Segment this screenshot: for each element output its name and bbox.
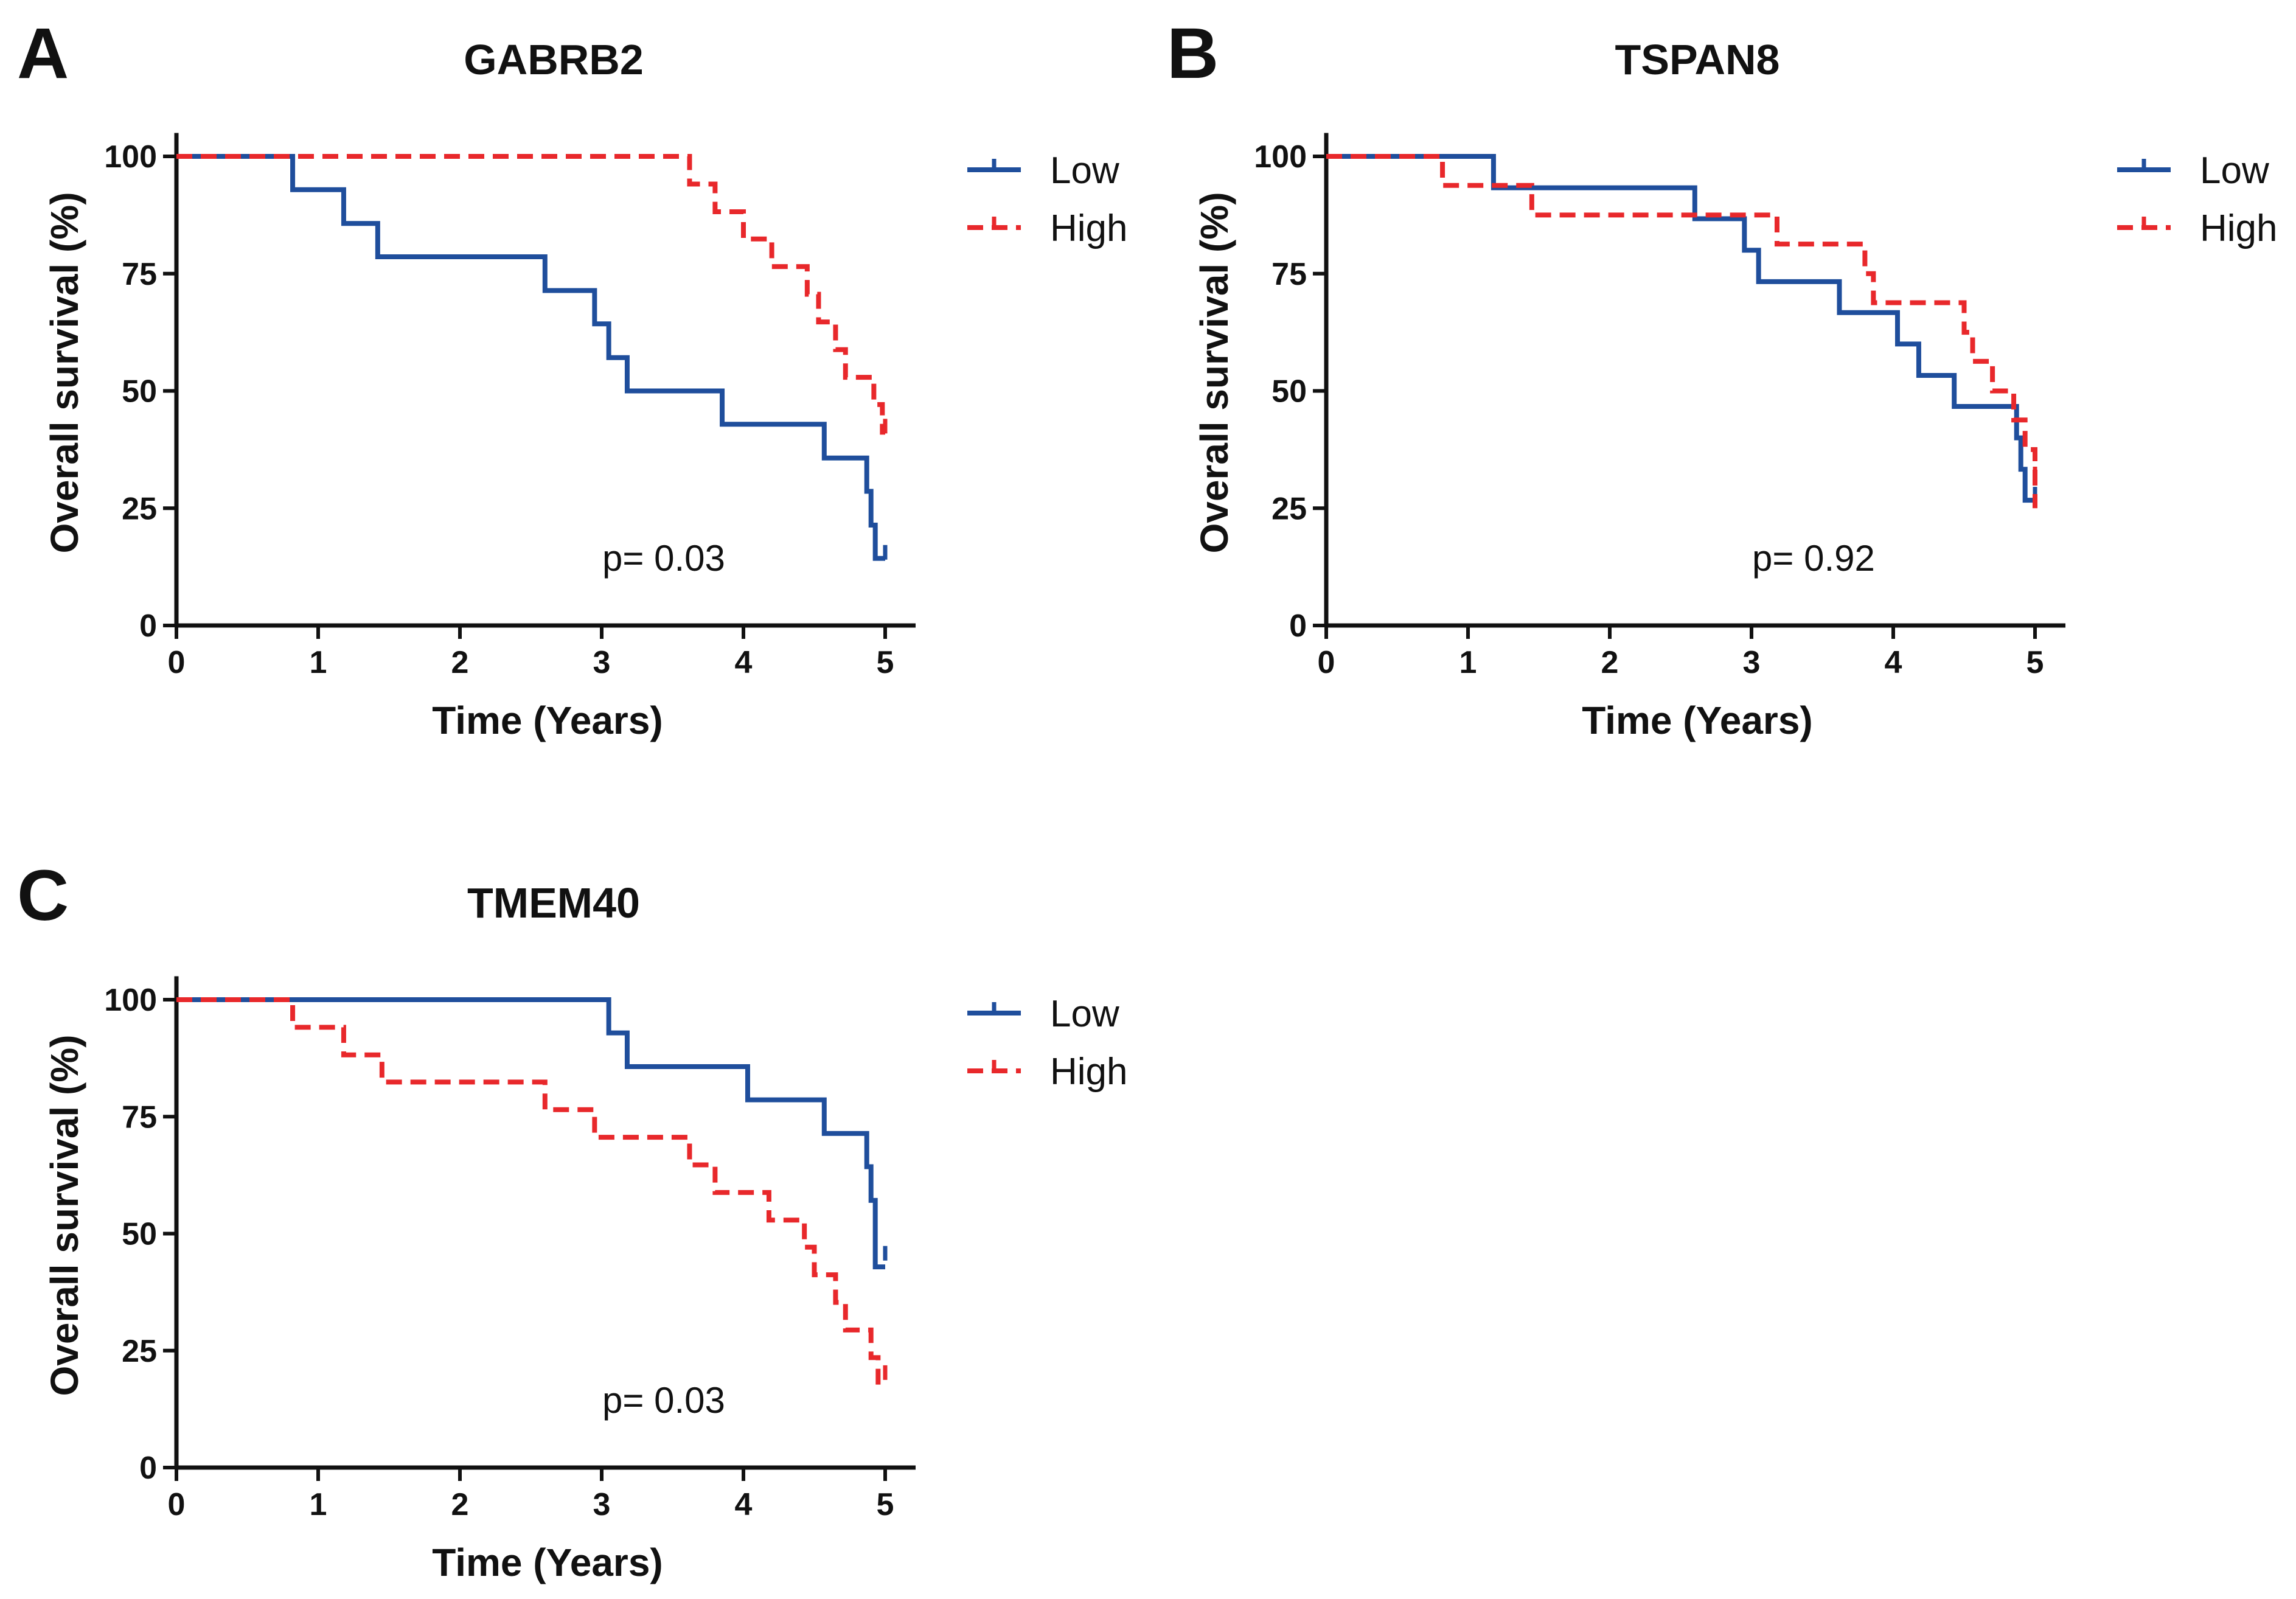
y-tick-label: 0 bbox=[139, 608, 157, 644]
p-value-annotation: p= 0.03 bbox=[602, 1380, 725, 1421]
chart-title: GABRB2 bbox=[464, 36, 644, 83]
x-tick-label: 4 bbox=[735, 645, 753, 680]
x-tick-label: 2 bbox=[451, 1487, 469, 1522]
y-tick-label: 100 bbox=[104, 139, 157, 175]
y-tick-label: 0 bbox=[1289, 608, 1307, 644]
survival-curve-low bbox=[1326, 154, 2035, 503]
survival-curve-high bbox=[176, 997, 885, 1388]
survival-curve-low bbox=[176, 997, 885, 1270]
panel-letter: A bbox=[17, 13, 69, 94]
panel-letter: C bbox=[17, 855, 69, 936]
x-tick-label: 4 bbox=[735, 1487, 753, 1522]
y-tick-label: 50 bbox=[122, 374, 157, 409]
x-tick-label: 4 bbox=[1885, 645, 1902, 680]
x-tick-label: 1 bbox=[310, 645, 327, 680]
panel-letter: B bbox=[1167, 13, 1219, 94]
x-tick-label: 1 bbox=[310, 1487, 327, 1522]
x-tick-label: 2 bbox=[1601, 645, 1619, 680]
chart-title: TMEM40 bbox=[467, 879, 640, 927]
y-axis-label: Overall survival (%) bbox=[43, 1034, 86, 1396]
survival-curve-low bbox=[176, 154, 885, 561]
y-axis-label: Overall survival (%) bbox=[43, 192, 86, 553]
x-axis-label: Time (Years) bbox=[1582, 698, 1812, 742]
legend-label-high: High bbox=[1050, 207, 1128, 249]
x-tick-label: 2 bbox=[451, 645, 469, 680]
x-tick-label: 5 bbox=[2026, 645, 2044, 680]
p-value-annotation: p= 0.92 bbox=[1752, 538, 1875, 579]
y-tick-label: 75 bbox=[122, 1099, 157, 1135]
x-axis-label: Time (Years) bbox=[432, 698, 663, 742]
y-tick-label: 50 bbox=[1271, 374, 1307, 409]
x-tick-label: 0 bbox=[168, 1487, 186, 1522]
chart-panel-a: A GABRB2 0 25 50 75 100 0 1 2 3 4 5 Time (Years) Overa… bbox=[17, 13, 1128, 742]
x-tick-label: 5 bbox=[877, 1487, 894, 1522]
x-tick-label: 3 bbox=[593, 645, 611, 680]
legend-label-low: Low bbox=[1050, 993, 1119, 1035]
y-tick-label: 25 bbox=[1271, 491, 1307, 526]
y-tick-label: 25 bbox=[122, 491, 157, 526]
y-tick-label: 75 bbox=[122, 257, 157, 292]
chart-panel-c: C TMEM40 0 25 50 75 100 0 1 2 3 4 5 Time (Years) Overa… bbox=[17, 855, 1128, 1584]
p-value-annotation: p= 0.03 bbox=[602, 538, 725, 579]
x-tick-label: 0 bbox=[1318, 645, 1335, 680]
chart-panel-b: B TSPAN8 0 25 50 75 100 0 1 2 3 4 5 Time (Years) Overa… bbox=[1167, 13, 2278, 742]
y-axis-label: Overall survival (%) bbox=[1192, 192, 1236, 553]
legend-label-low: Low bbox=[2200, 150, 2269, 192]
survival-curve-high bbox=[1326, 154, 2037, 509]
x-tick-label: 0 bbox=[168, 645, 186, 680]
y-tick-label: 0 bbox=[139, 1451, 157, 1486]
x-tick-label: 3 bbox=[1743, 645, 1761, 680]
y-tick-label: 100 bbox=[104, 983, 157, 1018]
x-tick-label: 3 bbox=[593, 1487, 611, 1522]
y-tick-label: 25 bbox=[122, 1334, 157, 1369]
chart-title: TSPAN8 bbox=[1615, 36, 1780, 83]
y-tick-label: 50 bbox=[122, 1217, 157, 1252]
legend-label-low: Low bbox=[1050, 150, 1119, 192]
survival-curve-high bbox=[176, 154, 885, 435]
y-tick-label: 75 bbox=[1271, 257, 1307, 292]
x-axis-label: Time (Years) bbox=[432, 1541, 663, 1584]
legend-label-high: High bbox=[1050, 1051, 1128, 1093]
x-tick-label: 5 bbox=[877, 645, 894, 680]
y-tick-label: 100 bbox=[1254, 139, 1307, 175]
x-tick-label: 1 bbox=[1459, 645, 1477, 680]
legend-label-high: High bbox=[2200, 207, 2278, 249]
